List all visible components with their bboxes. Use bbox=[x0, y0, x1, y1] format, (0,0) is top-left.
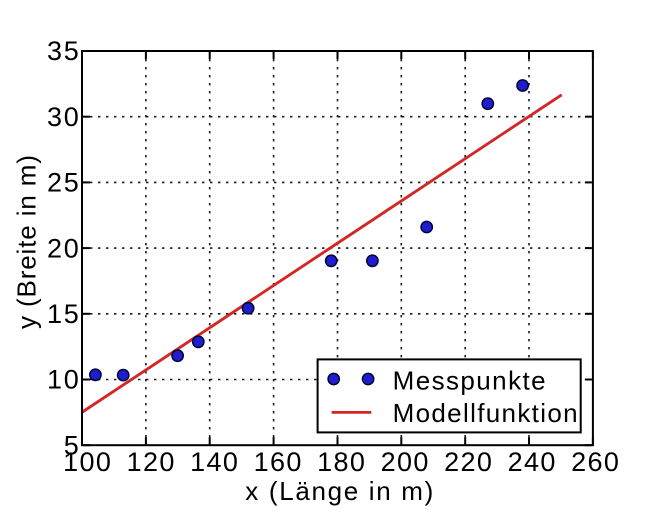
svg-text:200: 200 bbox=[381, 447, 429, 477]
svg-text:120: 120 bbox=[127, 447, 175, 477]
svg-text:Messpunkte: Messpunkte bbox=[393, 365, 546, 395]
svg-text:160: 160 bbox=[254, 447, 302, 477]
svg-text:35: 35 bbox=[47, 36, 79, 66]
svg-text:y (Breite in m): y (Breite in m) bbox=[12, 155, 42, 329]
svg-text:x (Länge in m): x (Länge in m) bbox=[245, 476, 433, 506]
svg-text:240: 240 bbox=[508, 447, 556, 477]
svg-text:260: 260 bbox=[571, 447, 619, 477]
svg-text:25: 25 bbox=[47, 168, 79, 198]
svg-text:15: 15 bbox=[47, 299, 79, 329]
svg-text:100: 100 bbox=[63, 447, 111, 477]
svg-text:220: 220 bbox=[444, 447, 492, 477]
svg-text:20: 20 bbox=[47, 233, 79, 263]
svg-text:30: 30 bbox=[47, 102, 79, 132]
svg-text:180: 180 bbox=[317, 447, 365, 477]
svg-text:10: 10 bbox=[47, 365, 79, 395]
svg-text:140: 140 bbox=[190, 447, 238, 477]
svg-text:Modellfunktion: Modellfunktion bbox=[393, 398, 578, 428]
svg-text:5: 5 bbox=[64, 430, 79, 460]
